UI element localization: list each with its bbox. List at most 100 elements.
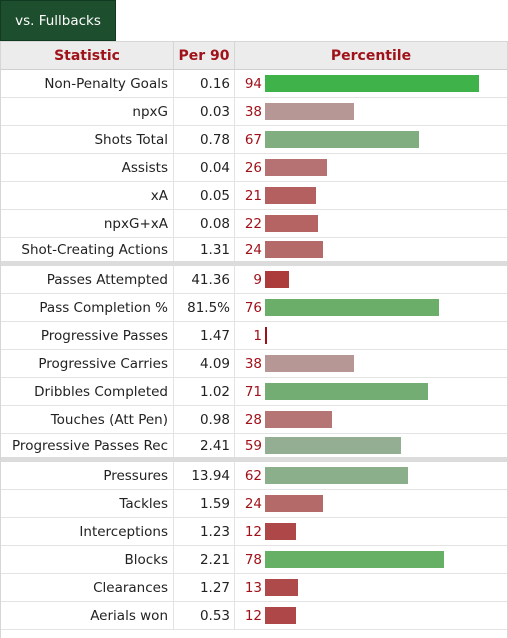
percentile-cell: 76: [235, 294, 507, 321]
percentile-value: 71: [244, 383, 262, 400]
percentile-value: 24: [244, 495, 262, 512]
per90-value: 0.05: [174, 182, 235, 209]
per90-value: 13.94: [174, 462, 235, 489]
per90-value: 0.78: [174, 126, 235, 153]
table-row: Shot-Creating Actions 1.31 24: [1, 238, 507, 266]
table-row: Tackles 1.59 24: [1, 490, 507, 518]
stat-name: Passes Attempted: [1, 266, 174, 293]
percentile-cell: 71: [235, 378, 507, 405]
percentile-cell: 78: [235, 546, 507, 573]
percentile-value: 24: [244, 241, 262, 258]
percentile-bar: [265, 271, 289, 288]
table-row: Touches (Att Pen) 0.98 28: [1, 406, 507, 434]
per90-value: 41.36: [174, 266, 235, 293]
stat-name: Progressive Carries: [1, 350, 174, 377]
per90-value: 1.31: [174, 238, 235, 261]
stat-name: Aerials won: [1, 602, 174, 629]
header-percentile[interactable]: Percentile: [330, 47, 412, 64]
per90-value: 4.09: [174, 350, 235, 377]
percentile-value: 13: [244, 579, 262, 596]
percentile-bar-track: [265, 327, 503, 344]
table-row: Progressive Passes Rec 2.41 59: [1, 434, 507, 462]
percentile-bar: [265, 607, 296, 624]
per90-value: 81.5%: [174, 294, 235, 321]
per90-value: 1.59: [174, 490, 235, 517]
per90-value: 1.27: [174, 574, 235, 601]
percentile-bar: [265, 241, 323, 258]
per90-value: 0.98: [174, 406, 235, 433]
percentile-cell: 38: [235, 98, 507, 125]
per90-value: 0.03: [174, 98, 235, 125]
table-row: Pressures 13.94 62: [1, 462, 507, 490]
header-statistic[interactable]: Statistic: [1, 42, 174, 69]
per90-value: 1.02: [174, 378, 235, 405]
percentile-value: 21: [244, 187, 262, 204]
per90-value: 0.53: [174, 602, 235, 629]
table-row: npxG 0.03 38: [1, 98, 507, 126]
table-row: Dribbles Completed 1.02 71: [1, 378, 507, 406]
table-row: Aerials won 0.53 12: [1, 602, 507, 630]
percentile-cell: 1: [235, 322, 507, 349]
stat-name: Progressive Passes Rec: [1, 434, 174, 457]
header-per90[interactable]: Per 90: [174, 42, 235, 69]
percentile-value: 12: [244, 607, 262, 624]
percentile-value: 67: [244, 131, 262, 148]
percentile-cell: 59: [235, 434, 507, 457]
percentile-bar: [265, 215, 318, 232]
percentile-value: 38: [244, 103, 262, 120]
stat-name: Touches (Att Pen): [1, 406, 174, 433]
percentile-bar-track: [265, 495, 503, 512]
table-row: Shots Total 0.78 67: [1, 126, 507, 154]
percentile-bar: [265, 131, 419, 148]
percentile-bar-track: [265, 103, 503, 120]
table-row: Clearances 1.27 13: [1, 574, 507, 602]
table-row: Progressive Carries 4.09 38: [1, 350, 507, 378]
percentile-bar: [265, 75, 479, 92]
percentile-value: 62: [244, 467, 262, 484]
percentile-cell: 22: [235, 210, 507, 237]
tab-vs-fullbacks[interactable]: vs. Fullbacks: [0, 0, 116, 41]
percentile-bar-track: [265, 131, 503, 148]
percentile-value: 59: [244, 437, 262, 454]
per90-value: 0.08: [174, 210, 235, 237]
percentile-value: 26: [244, 159, 262, 176]
percentile-value: 94: [244, 75, 262, 92]
stat-name: Interceptions: [1, 518, 174, 545]
percentile-bar: [265, 187, 316, 204]
percentile-bar: [265, 411, 332, 428]
percentile-bar-track: [265, 355, 503, 372]
stat-name: Clearances: [1, 574, 174, 601]
percentile-bar: [265, 299, 439, 316]
table-row: Blocks 2.21 78: [1, 546, 507, 574]
scouting-report-table: Statistic Per 90 Percentile Non-Penalty …: [0, 41, 508, 638]
percentile-cell: 94: [235, 70, 507, 97]
percentile-value: 38: [244, 355, 262, 372]
stat-name: Shot-Creating Actions: [1, 238, 174, 261]
percentile-bar-track: [265, 187, 503, 204]
percentile-value: 28: [244, 411, 262, 428]
table-row: xA 0.05 21: [1, 182, 507, 210]
table-body: Non-Penalty Goals 0.16 94 npxG 0.03 38 Shots T…: [1, 70, 507, 630]
stat-name: Assists: [1, 154, 174, 181]
table-row: Assists 0.04 26: [1, 154, 507, 182]
table-row: Progressive Passes 1.47 1: [1, 322, 507, 350]
table-row: Non-Penalty Goals 0.16 94: [1, 70, 507, 98]
stat-name: xA: [1, 182, 174, 209]
stat-name: Non-Penalty Goals: [1, 70, 174, 97]
percentile-bar-track: [265, 271, 503, 288]
percentile-cell: 9: [235, 266, 507, 293]
percentile-bar-track: [265, 159, 503, 176]
percentile-bar: [265, 159, 327, 176]
percentile-cell: 21: [235, 182, 507, 209]
percentile-bar-track: [265, 437, 503, 454]
percentile-cell: 12: [235, 518, 507, 545]
percentile-bar-track: [265, 523, 503, 540]
percentile-bar-track: [265, 411, 503, 428]
stat-name: Pressures: [1, 462, 174, 489]
percentile-value: 22: [244, 215, 262, 232]
percentile-cell: 24: [235, 490, 507, 517]
percentile-bar-track: [265, 551, 503, 568]
percentile-value: 1: [253, 327, 262, 344]
percentile-bar-track: [265, 579, 503, 596]
tab-label: vs. Fullbacks: [15, 12, 101, 29]
